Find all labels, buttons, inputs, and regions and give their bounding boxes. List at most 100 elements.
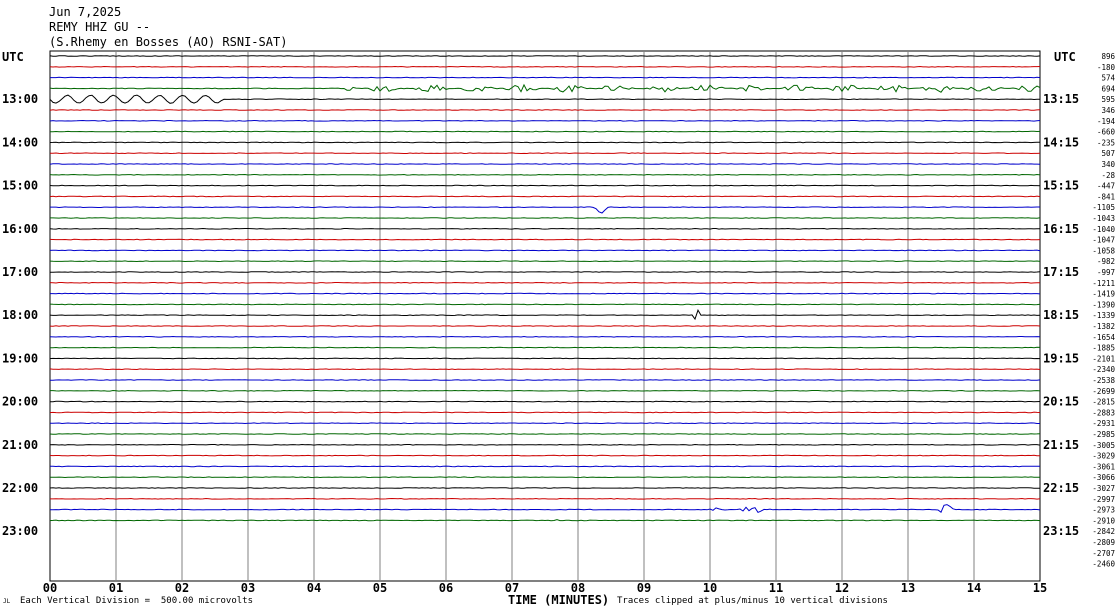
x-tick-label: 05 xyxy=(373,581,387,595)
seismic-trace xyxy=(49,65,1041,68)
x-tick-label: 06 xyxy=(439,581,453,595)
hour-label-left: 18:00 xyxy=(2,308,38,322)
utc-left-label: UTC xyxy=(2,50,24,64)
seismic-trace xyxy=(49,55,1041,57)
trace-offset-label: -447 xyxy=(1097,182,1115,191)
seismic-trace xyxy=(50,389,1041,392)
seismic-trace xyxy=(49,411,1041,414)
station-code: REMY HHZ GU -- xyxy=(49,20,151,34)
trace-offset-label: -3005 xyxy=(1092,441,1115,450)
seismic-trace xyxy=(49,141,1040,144)
hour-label-left: 20:00 xyxy=(2,395,38,409)
plot-date: Jun 7,2025 xyxy=(49,5,122,19)
trace-offset-label: -982 xyxy=(1097,257,1115,266)
seismic-trace xyxy=(49,184,1041,187)
trace-offset-label: -2340 xyxy=(1092,365,1115,374)
trace-offset-label: -3029 xyxy=(1092,452,1115,461)
trace-offset-label: -2707 xyxy=(1092,549,1115,558)
trace-offset-label: -3027 xyxy=(1092,484,1115,493)
seismic-trace xyxy=(50,497,1041,500)
trace-offset-label: -1105 xyxy=(1092,203,1115,212)
hour-label-right: 16:15 xyxy=(1043,222,1079,236)
seismic-trace xyxy=(49,335,1041,338)
x-tick-label: 10 xyxy=(703,581,717,595)
seismic-trace xyxy=(49,119,1041,122)
trace-offset-label: -2997 xyxy=(1092,495,1115,504)
trace-offset-label: 595 xyxy=(1101,95,1115,104)
hour-label-right: 21:15 xyxy=(1043,438,1079,452)
seismic-trace xyxy=(49,368,1041,371)
trace-offset-label: 340 xyxy=(1101,160,1115,169)
seismic-trace xyxy=(50,152,1041,155)
seismic-trace xyxy=(49,130,1041,133)
trace-offset-label: 346 xyxy=(1101,106,1115,115)
trace-offset-label: -2538 xyxy=(1092,376,1115,385)
hour-label-left: 22:00 xyxy=(2,481,38,495)
seismic-trace xyxy=(49,281,1040,284)
hour-label-left: 14:00 xyxy=(2,135,38,149)
hour-label-left: 17:00 xyxy=(2,265,38,279)
trace-offset-label: -1419 xyxy=(1092,290,1115,299)
seismic-trace xyxy=(49,83,1041,93)
trace-offset-label: -1382 xyxy=(1092,322,1115,331)
trace-offset-label: -997 xyxy=(1097,268,1115,277)
trace-offset-label: -3066 xyxy=(1092,473,1115,482)
hour-label-right: 18:15 xyxy=(1043,308,1079,322)
hour-label-left: 21:00 xyxy=(2,438,38,452)
x-tick-label: 01 xyxy=(109,581,123,595)
seismic-trace xyxy=(49,487,1041,489)
hour-label-left: 23:00 xyxy=(2,524,38,538)
trace-offset-label: -1654 xyxy=(1092,333,1115,342)
seismic-trace xyxy=(50,292,1041,295)
trace-offset-label: -2809 xyxy=(1092,538,1115,547)
trace-offset-label: -2101 xyxy=(1092,354,1115,363)
trace-offset-label: 694 xyxy=(1101,84,1115,93)
x-tick-label: 02 xyxy=(175,581,189,595)
seismic-trace xyxy=(50,379,1041,381)
seismic-trace xyxy=(49,519,1041,522)
trace-offset-label: -2815 xyxy=(1092,398,1115,407)
x-tick-label: 12 xyxy=(835,581,849,595)
clip-note: Traces clipped at plus/minus 10 vertical… xyxy=(617,596,888,606)
seismic-trace xyxy=(50,422,1040,425)
seismic-trace xyxy=(49,227,1041,230)
x-axis-title: TIME (MINUTES) xyxy=(508,593,610,607)
trace-offset-label: -2460 xyxy=(1092,560,1115,569)
hour-label-right: 22:15 xyxy=(1043,481,1079,495)
seismic-trace xyxy=(49,94,1040,104)
trace-offset-label: -2842 xyxy=(1092,527,1115,536)
seismic-trace xyxy=(50,76,1041,79)
trace-offset-label: -235 xyxy=(1097,138,1115,147)
seismic-trace xyxy=(49,163,1041,165)
trace-offset-label: -3061 xyxy=(1092,462,1115,471)
seismic-trace xyxy=(49,357,1041,360)
trace-offset-label: 507 xyxy=(1101,149,1115,158)
trace-offset-label: -2699 xyxy=(1092,387,1115,396)
seismic-trace xyxy=(50,400,1041,403)
corner-mark: JL xyxy=(3,598,11,605)
seismic-trace xyxy=(50,476,1040,479)
hour-label-right: 23:15 xyxy=(1043,524,1079,538)
trace-offset-label: 574 xyxy=(1101,74,1115,83)
trace-offset-label: -1058 xyxy=(1092,246,1115,255)
x-tick-label: 03 xyxy=(241,581,255,595)
x-tick-label: 04 xyxy=(307,581,321,595)
station-location: (S.Rhemy en Bosses (AO) RSNI-SAT) xyxy=(49,35,288,49)
hour-label-left: 16:00 xyxy=(2,222,38,236)
hour-label-right: 15:15 xyxy=(1043,179,1079,193)
hour-label-right: 19:15 xyxy=(1043,351,1079,365)
scale-note: Each Vertical Division = 500.00 microvol… xyxy=(20,596,253,606)
trace-offset-label: -2973 xyxy=(1092,506,1115,515)
trace-offset-label: -2883 xyxy=(1092,408,1115,417)
hour-label-right: 14:15 xyxy=(1043,135,1079,149)
seismic-trace xyxy=(49,454,1040,457)
hour-label-right: 20:15 xyxy=(1043,395,1079,409)
hour-label-right: 17:15 xyxy=(1043,265,1079,279)
seismic-trace xyxy=(49,346,1041,349)
seismic-trace xyxy=(49,109,1041,111)
trace-offset-label: -180 xyxy=(1097,63,1116,72)
x-tick-label: 07 xyxy=(505,581,519,595)
seismic-trace xyxy=(49,271,1041,273)
seismic-trace xyxy=(50,217,1041,219)
